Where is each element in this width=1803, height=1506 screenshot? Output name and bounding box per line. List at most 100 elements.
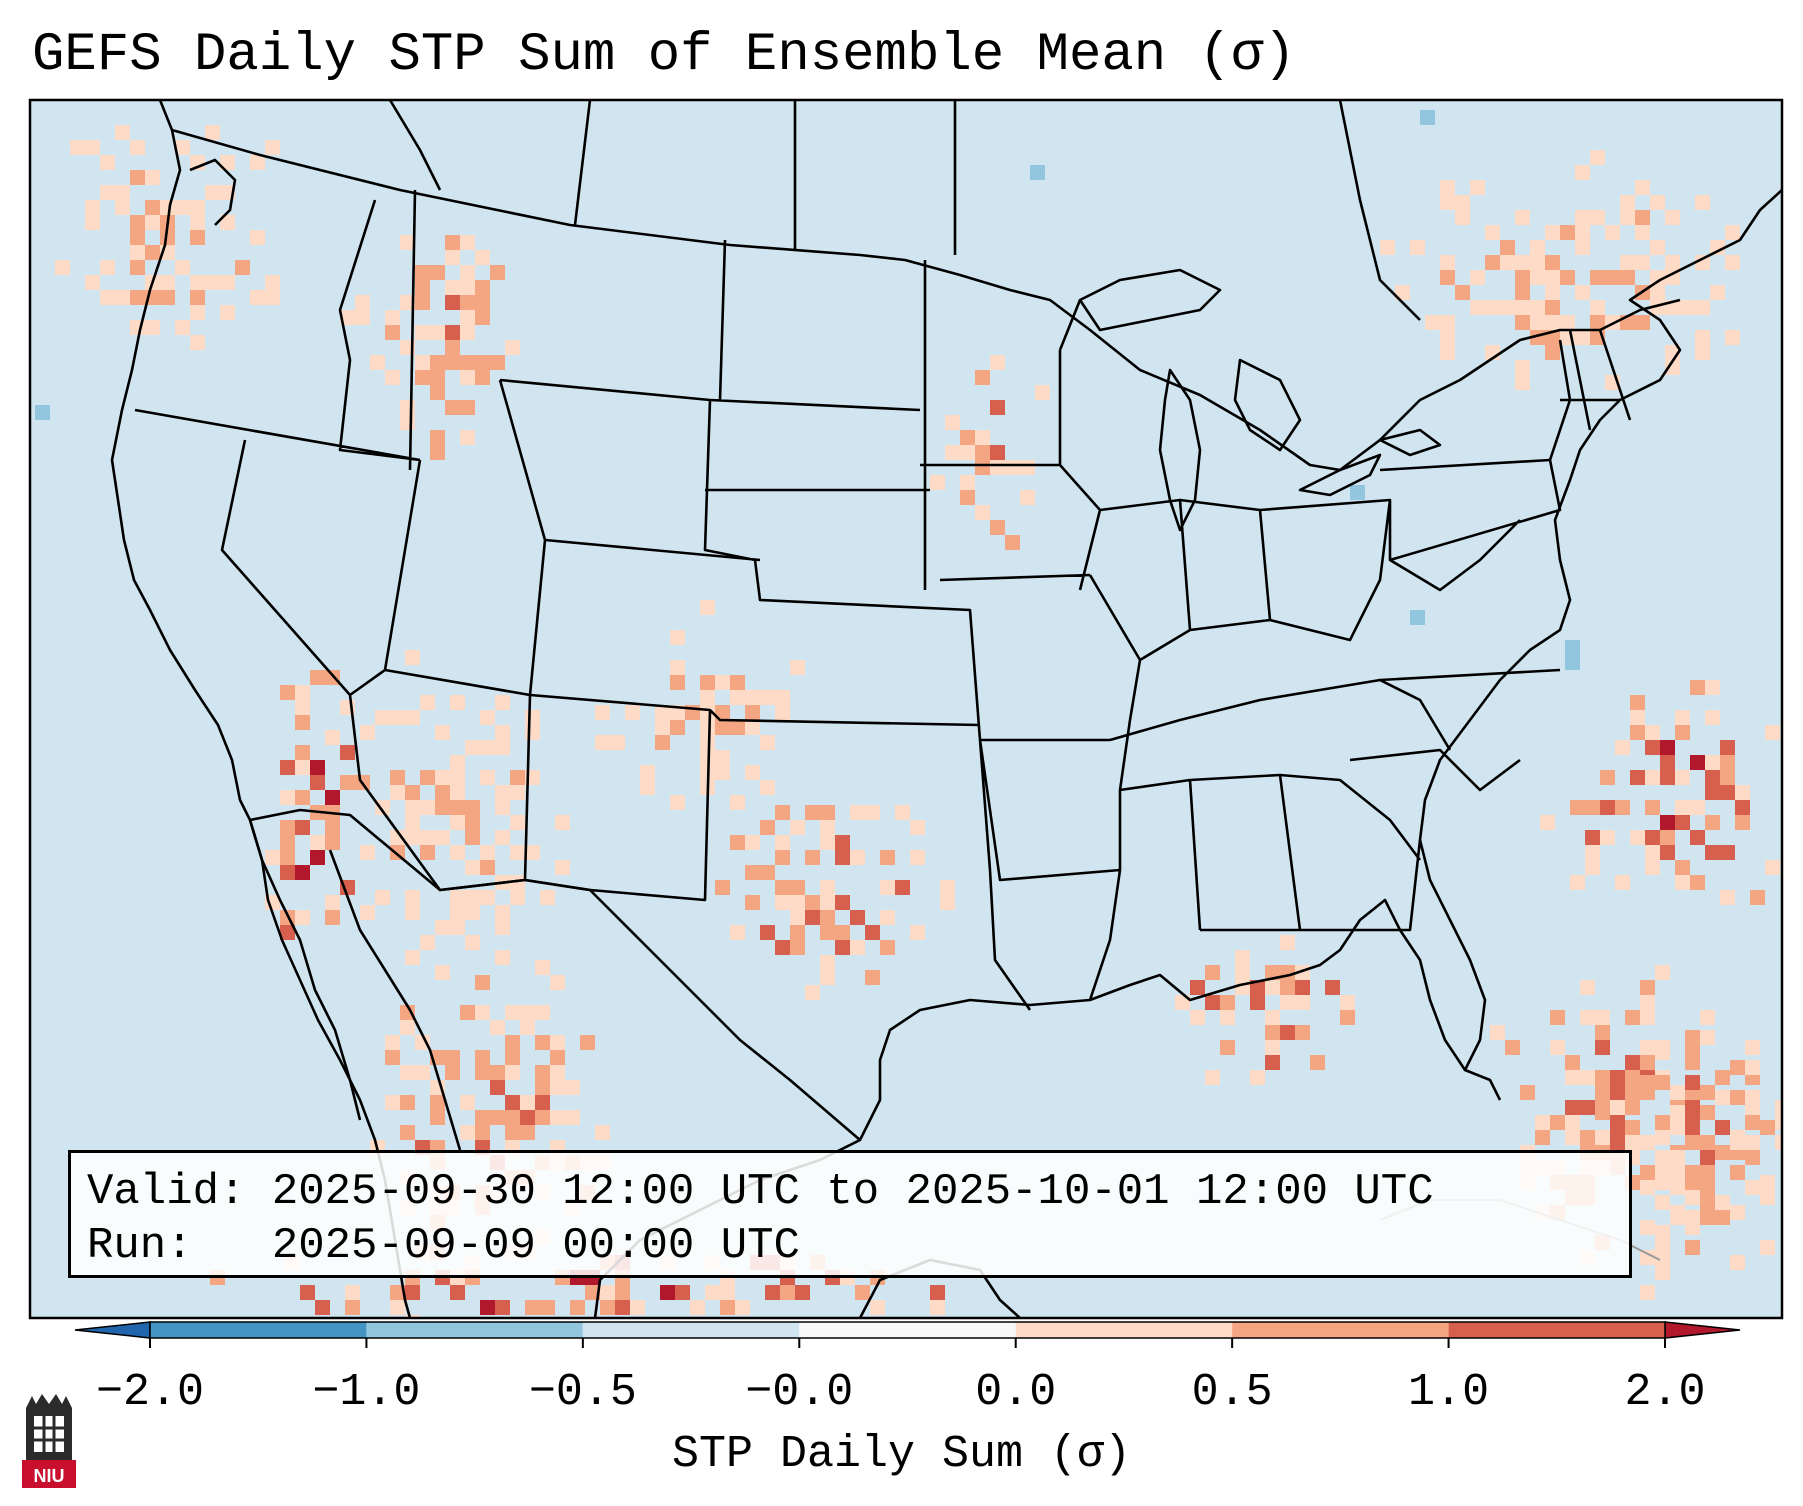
anomaly-cell: [790, 925, 805, 940]
anomaly-cell: [1515, 360, 1530, 375]
anomaly-cell: [780, 1285, 795, 1300]
anomaly-cell: [1685, 1030, 1700, 1045]
anomaly-cell: [670, 720, 685, 735]
anomaly-cell: [535, 1110, 550, 1125]
anomaly-cell: [1645, 725, 1660, 740]
anomaly-cell: [1575, 165, 1590, 180]
anomaly-cell: [1725, 330, 1740, 345]
anomaly-cell: [745, 690, 760, 705]
anomaly-cell: [1645, 800, 1660, 815]
anomaly-cell: [130, 170, 145, 185]
anomaly-cell: [520, 1110, 535, 1125]
anomaly-cell: [450, 755, 465, 770]
anomaly-cell: [1340, 995, 1355, 1010]
anomaly-cell: [1655, 1240, 1670, 1255]
anomaly-cell: [1730, 1090, 1745, 1105]
anomaly-cell: [805, 850, 820, 865]
anomaly-cell: [1635, 255, 1650, 270]
anomaly-cell: [715, 675, 730, 690]
anomaly-cell: [1745, 1040, 1760, 1055]
puget-sound: [189, 158, 237, 226]
colorbar-tick-label: 1.0: [1408, 1367, 1490, 1418]
anomaly-cell: [1635, 180, 1650, 195]
anomaly-cell: [1610, 1130, 1625, 1145]
anomaly-cell: [535, 1080, 550, 1095]
anomaly-cell: [760, 690, 775, 705]
anomaly-cell: [510, 815, 525, 830]
anomaly-cell: [85, 215, 100, 230]
anomaly-cell: [310, 835, 325, 850]
anomaly-cell: [310, 670, 325, 685]
anomaly-cell: [405, 650, 420, 665]
us-canada-border: [171, 128, 1681, 472]
anomaly-cell: [1745, 1135, 1760, 1150]
anomaly-cell: [1720, 785, 1735, 800]
anomaly-cell: [430, 385, 445, 400]
anomaly-cell: [1640, 980, 1655, 995]
anomaly-cell: [430, 445, 445, 460]
anomaly-cell: [775, 895, 790, 910]
anomaly-cell: [1685, 1120, 1700, 1135]
anomaly-cell: [490, 1020, 505, 1035]
anomaly-cell: [100, 185, 115, 200]
anomaly-cell: [340, 745, 355, 760]
anomaly-cell: [1630, 830, 1645, 845]
anomaly-cell: [1485, 255, 1500, 270]
anomaly-cell: [405, 815, 420, 830]
anomaly-cell: [1670, 1210, 1685, 1225]
anomaly-cell: [450, 785, 465, 800]
anomaly-cell: [100, 155, 115, 170]
colorbar-segment: [1448, 1322, 1665, 1338]
anomaly-cell: [1655, 1045, 1670, 1060]
anomaly-cell: [325, 835, 340, 850]
anomaly-cell: [655, 720, 670, 735]
anomaly-cell: [1295, 1025, 1310, 1040]
anomaly-cell: [495, 740, 510, 755]
anomaly-cell: [1750, 890, 1765, 905]
anomaly-cell: [850, 910, 865, 925]
anomaly-cell: [1575, 285, 1590, 300]
anomaly-cell: [445, 280, 460, 295]
anomaly-cell: [1630, 770, 1645, 785]
anomaly-cell: [450, 920, 465, 935]
anomaly-cell: [280, 865, 295, 880]
anomaly-cell: [745, 705, 760, 720]
anomaly-cell: [1760, 1190, 1775, 1205]
anomaly-cell: [460, 310, 475, 325]
anomaly-cell: [1595, 1025, 1610, 1040]
anomaly-cell: [550, 1035, 565, 1050]
anomaly-cell: [505, 1050, 520, 1065]
anomaly-cell: [400, 415, 415, 430]
anomaly-cell: [70, 140, 85, 155]
anomaly-cell: [450, 770, 465, 785]
anomaly-cell: [760, 865, 775, 880]
anomaly-cell: [1635, 225, 1650, 240]
anomaly-cell: [1715, 1210, 1730, 1225]
gulf-coastline: [593, 189, 1782, 1318]
anomaly-cell: [145, 200, 160, 215]
anomaly-cell: [820, 820, 835, 835]
anomaly-cell: [1540, 815, 1555, 830]
anomaly-cell: [550, 1080, 565, 1095]
anomaly-cell: [555, 860, 570, 875]
colorbar-under-arrow: [74, 1321, 151, 1339]
anomaly-cell: [460, 1095, 475, 1110]
anomaly-cell: [1650, 270, 1665, 285]
anomaly-cell: [85, 200, 100, 215]
anomaly-cell: [615, 1300, 630, 1315]
anomaly-cell: [1730, 1255, 1745, 1270]
anomaly-cell: [520, 1020, 535, 1035]
logo-window-grid: [34, 1416, 64, 1452]
anomaly-cell: [160, 290, 175, 305]
anomaly-cell: [220, 215, 235, 230]
anomaly-cell: [1605, 270, 1620, 285]
anomaly-cell: [1590, 210, 1605, 225]
anomaly-cell: [1640, 1180, 1655, 1195]
anomaly-cell: [1550, 1010, 1565, 1025]
anomaly-cell: [295, 700, 310, 715]
anomaly-cell: [295, 685, 310, 700]
anomaly-cell: [805, 985, 820, 1000]
anomaly-cell: [385, 310, 400, 325]
anomaly-cell: [1500, 255, 1515, 270]
anomaly-cell: [1595, 1105, 1610, 1120]
